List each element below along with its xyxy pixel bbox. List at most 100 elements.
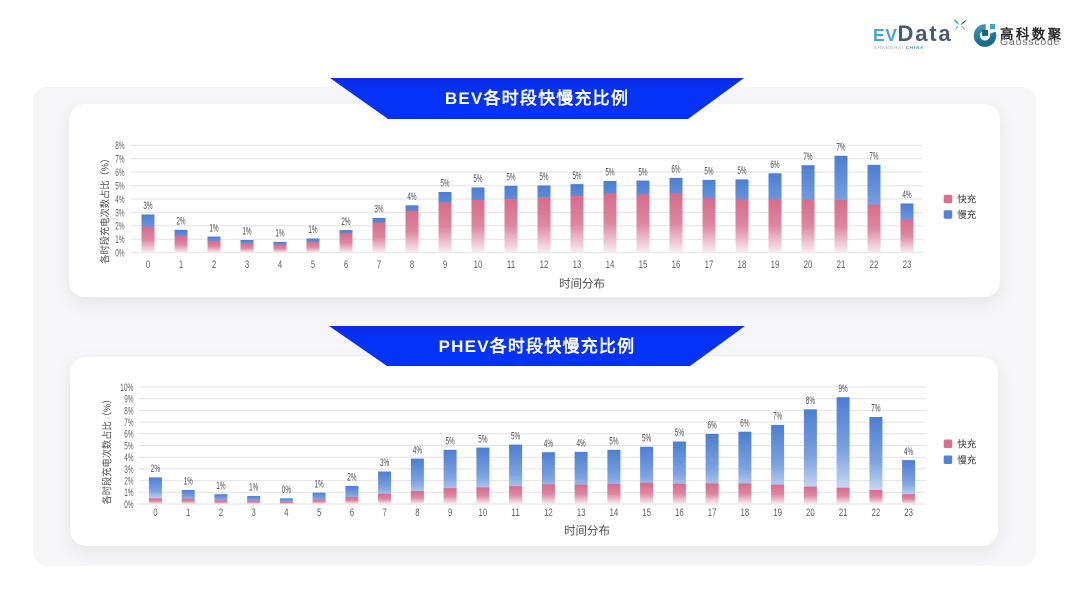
svg-text:13: 13 xyxy=(573,259,582,271)
svg-text:1%: 1% xyxy=(216,480,225,492)
svg-text:7%: 7% xyxy=(773,411,782,423)
svg-text:7: 7 xyxy=(377,259,381,271)
svg-text:1%: 1% xyxy=(275,228,284,240)
svg-text:3%: 3% xyxy=(374,204,383,216)
svg-text:6: 6 xyxy=(344,259,348,271)
svg-text:各时段充电次数占比（%）: 各时段充电次数占比（%） xyxy=(99,154,112,264)
svg-text:5%: 5% xyxy=(675,427,684,439)
svg-text:3%: 3% xyxy=(115,207,124,219)
svg-text:5%: 5% xyxy=(638,166,647,178)
svg-text:2%: 2% xyxy=(347,472,356,484)
svg-text:4: 4 xyxy=(284,507,288,519)
svg-text:5%: 5% xyxy=(511,430,520,442)
svg-text:0: 0 xyxy=(153,507,157,519)
svg-text:21: 21 xyxy=(839,507,848,519)
svg-text:17: 17 xyxy=(708,507,717,519)
svg-text:15: 15 xyxy=(642,507,651,519)
svg-text:5%: 5% xyxy=(446,436,455,448)
svg-text:6%: 6% xyxy=(740,417,749,429)
svg-text:22: 22 xyxy=(870,259,879,271)
svg-text:5%: 5% xyxy=(124,440,133,452)
svg-text:11: 11 xyxy=(511,507,520,519)
svg-text:23: 23 xyxy=(903,259,912,271)
svg-text:5%: 5% xyxy=(115,181,124,193)
svg-text:10: 10 xyxy=(479,507,488,519)
svg-text:1%: 1% xyxy=(184,476,193,488)
svg-text:7%: 7% xyxy=(124,417,133,429)
svg-text:2%: 2% xyxy=(124,476,133,488)
svg-text:14: 14 xyxy=(610,507,619,519)
svg-text:5%: 5% xyxy=(704,166,713,178)
svg-text:10%: 10% xyxy=(120,382,134,394)
svg-text:快充: 快充 xyxy=(957,194,977,206)
svg-text:时间分布: 时间分布 xyxy=(564,525,610,538)
svg-text:14: 14 xyxy=(606,259,615,271)
svg-text:5%: 5% xyxy=(605,167,614,179)
svg-text:9%: 9% xyxy=(839,383,848,395)
svg-text:16: 16 xyxy=(675,507,684,519)
svg-text:7%: 7% xyxy=(803,151,812,163)
svg-text:2%: 2% xyxy=(176,216,185,228)
svg-text:18: 18 xyxy=(738,259,747,271)
svg-text:6%: 6% xyxy=(124,429,133,441)
svg-text:4%: 4% xyxy=(902,189,911,201)
svg-text:17: 17 xyxy=(705,259,714,271)
svg-text:9%: 9% xyxy=(124,394,133,406)
svg-text:7%: 7% xyxy=(869,151,878,163)
svg-text:4%: 4% xyxy=(544,438,553,450)
svg-text:10: 10 xyxy=(474,259,483,271)
svg-text:0%: 0% xyxy=(115,248,124,260)
svg-text:5: 5 xyxy=(311,259,315,271)
svg-text:2: 2 xyxy=(219,507,223,519)
svg-text:1%: 1% xyxy=(308,224,317,236)
svg-text:5%: 5% xyxy=(642,433,651,445)
svg-text:4%: 4% xyxy=(577,438,586,450)
svg-text:8%: 8% xyxy=(124,405,133,417)
svg-text:6%: 6% xyxy=(770,159,779,171)
svg-text:23: 23 xyxy=(904,507,913,519)
svg-text:6: 6 xyxy=(350,507,354,519)
svg-text:5%: 5% xyxy=(609,436,618,448)
svg-text:4%: 4% xyxy=(407,191,416,203)
svg-text:19: 19 xyxy=(771,259,780,271)
svg-text:4%: 4% xyxy=(124,452,133,464)
svg-text:3%: 3% xyxy=(380,457,389,469)
svg-text:8%: 8% xyxy=(115,140,124,152)
svg-text:11: 11 xyxy=(507,259,516,271)
svg-text:0: 0 xyxy=(146,259,150,271)
svg-text:2%: 2% xyxy=(115,221,124,233)
svg-text:2%: 2% xyxy=(151,463,160,475)
svg-text:21: 21 xyxy=(837,259,846,271)
svg-text:3: 3 xyxy=(252,507,256,519)
svg-text:1%: 1% xyxy=(315,478,324,490)
svg-text:1%: 1% xyxy=(124,487,133,499)
svg-text:1%: 1% xyxy=(115,234,124,246)
svg-text:18: 18 xyxy=(741,507,750,519)
svg-text:7%: 7% xyxy=(115,154,124,166)
svg-text:3: 3 xyxy=(245,259,249,271)
svg-text:4: 4 xyxy=(278,259,282,271)
svg-text:0%: 0% xyxy=(124,499,133,511)
svg-text:15: 15 xyxy=(639,259,648,271)
svg-text:5: 5 xyxy=(317,507,321,519)
svg-text:5%: 5% xyxy=(478,433,487,445)
svg-text:6%: 6% xyxy=(671,164,680,176)
svg-text:6%: 6% xyxy=(708,420,717,432)
svg-text:9: 9 xyxy=(443,259,447,271)
svg-text:1%: 1% xyxy=(242,226,251,238)
svg-text:8%: 8% xyxy=(806,395,815,407)
svg-text:22: 22 xyxy=(872,507,881,519)
svg-text:1%: 1% xyxy=(209,222,218,234)
svg-text:1: 1 xyxy=(186,507,190,519)
svg-text:5%: 5% xyxy=(539,171,548,183)
svg-text:3%: 3% xyxy=(143,200,152,212)
svg-text:16: 16 xyxy=(672,259,681,271)
svg-text:7%: 7% xyxy=(836,142,845,154)
svg-text:3%: 3% xyxy=(124,464,133,476)
svg-text:4%: 4% xyxy=(904,446,913,458)
svg-text:各时段充电次数占比（%）: 各时段充电次数占比（%） xyxy=(101,395,114,505)
svg-text:5%: 5% xyxy=(440,178,449,190)
svg-text:20: 20 xyxy=(804,259,813,271)
svg-text:0%: 0% xyxy=(282,484,291,496)
svg-text:慢充: 慢充 xyxy=(957,454,977,466)
